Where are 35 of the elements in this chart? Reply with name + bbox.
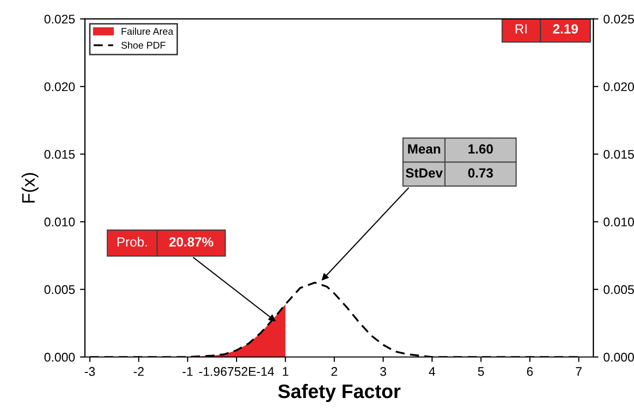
- annotation: RI: [516, 24, 527, 34]
- x-tick-label: 4: [428, 367, 436, 376]
- y-tick-label: 0.025: [44, 14, 75, 24]
- x-axis-title: Safety Factor: [278, 384, 400, 402]
- x-tick-label: -2: [134, 367, 144, 376]
- y-tick-label: 0.015: [44, 150, 75, 159]
- annotation: 2.19: [553, 24, 578, 34]
- y2-tick-label: 0.000: [604, 352, 634, 362]
- annotation: StDev: [406, 168, 443, 178]
- y2-tick-label: 0.025: [604, 14, 634, 24]
- x-tick-label: -1.96752E-14: [199, 367, 274, 376]
- x-tick-label: 7: [576, 367, 582, 376]
- annotation: Mean: [408, 144, 440, 154]
- legend-label: Shoe PDF: [121, 42, 166, 49]
- x-tick-label: 5: [478, 367, 484, 376]
- x-tick-label: 3: [380, 367, 386, 376]
- x-tick-label: 6: [527, 367, 533, 376]
- y-tick-label: 0.010: [44, 218, 75, 226]
- annotation: Prob.: [118, 236, 147, 247]
- y2-tick-label: 0.010: [604, 218, 634, 226]
- annotation: 1.60: [468, 144, 493, 154]
- y-tick-label: 0.005: [44, 285, 75, 294]
- y-tick-label: 0.020: [44, 82, 75, 92]
- legend-label: Failure Area: [122, 28, 174, 35]
- x-tick-label: -1: [182, 367, 193, 376]
- x-tick-label: -3: [84, 367, 95, 376]
- x-tick-label: 1: [282, 367, 288, 376]
- y2-tick-label: 0.005: [604, 285, 634, 294]
- y2-tick-label: 0.015: [604, 150, 634, 159]
- annotation: 20.87%: [169, 237, 214, 247]
- y-tick-label: 0.000: [44, 352, 75, 362]
- annotation: 0.73: [468, 168, 493, 178]
- y2-tick-label: 0.020: [604, 82, 634, 92]
- x-tick-label: 2: [331, 367, 338, 376]
- y-axis-title: F(x): [22, 173, 38, 203]
